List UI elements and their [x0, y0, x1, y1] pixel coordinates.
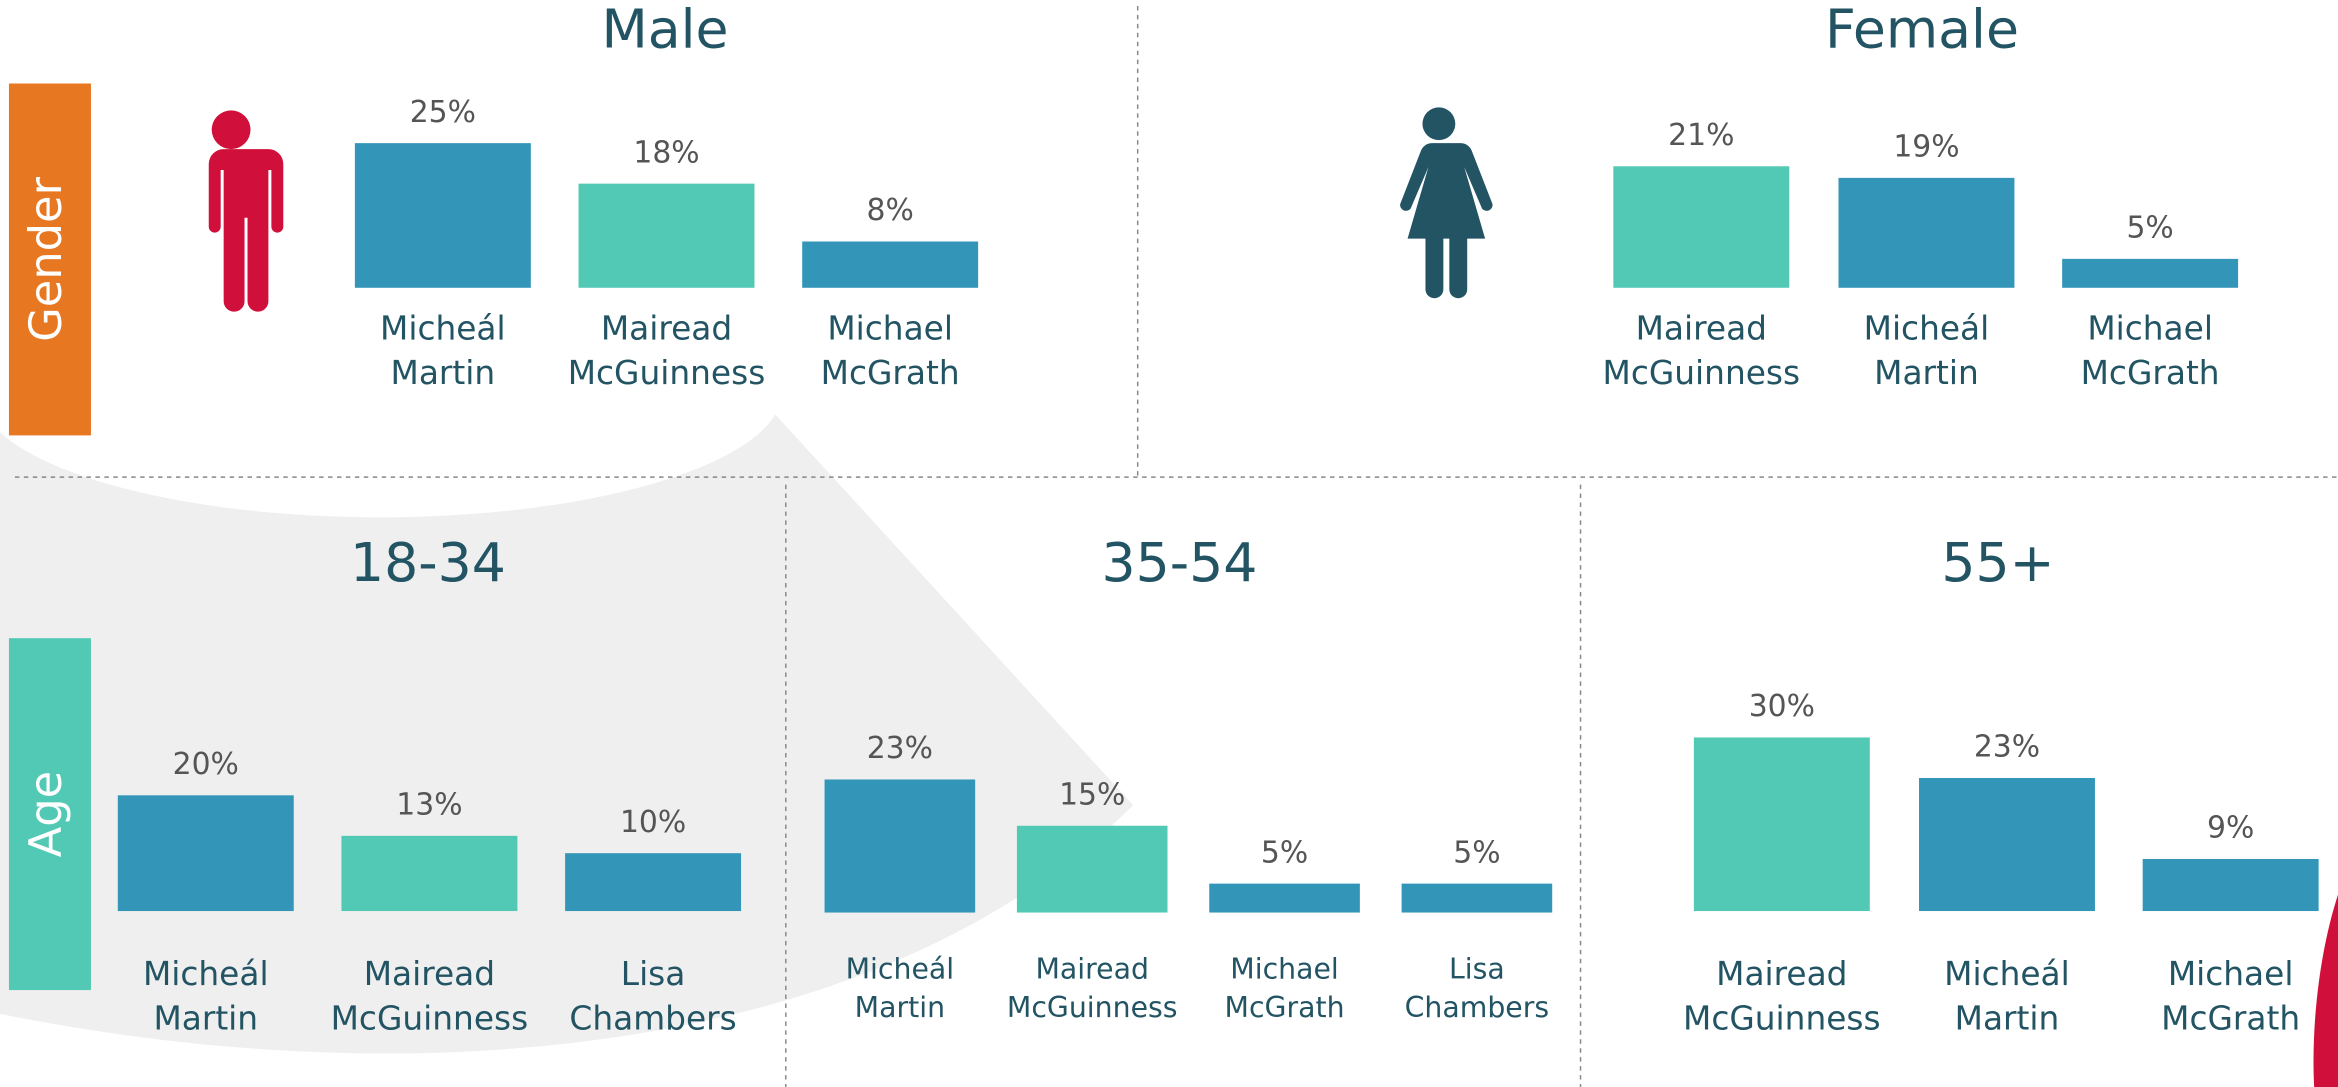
bar [802, 241, 979, 288]
chart-title: 35-54 [1101, 531, 1257, 594]
value-label: 5% [2126, 211, 2173, 246]
bar [2142, 858, 2319, 912]
value-label: 25% [410, 95, 476, 130]
category-label: Mairead McGuinness [1603, 309, 1801, 391]
category-label: Michael McGrath [2081, 309, 2220, 391]
value-label: 9% [2207, 811, 2254, 846]
category-label: Mairead McGuinness [1683, 955, 1881, 1037]
value-label: 30% [1749, 689, 1815, 724]
category-label: Micheál Martin [380, 309, 506, 391]
value-label: 8% [867, 193, 914, 228]
section-label: Age [19, 771, 72, 858]
section-label: Gender [19, 176, 72, 341]
value-label: 5% [1453, 835, 1500, 870]
category-label: Micheál Martin [846, 953, 955, 1024]
bar [1838, 177, 2015, 288]
category-label: Micheál Martin [143, 955, 269, 1037]
category-label: Micheál Martin [1944, 955, 2070, 1037]
section-tab [8, 638, 91, 991]
value-label: 13% [396, 788, 462, 823]
bar [1016, 825, 1168, 913]
chart-title: Female [1825, 0, 2019, 60]
bar [565, 853, 742, 912]
bar [1613, 166, 1790, 288]
chart-title: 55+ [1941, 531, 2054, 594]
bar [578, 183, 755, 288]
bar [354, 143, 531, 288]
category-label: Michael McGrath [1225, 953, 1345, 1024]
male-icon [193, 110, 284, 312]
value-label: 19% [1893, 130, 1959, 165]
value-label: 20% [173, 747, 239, 782]
bar [1919, 777, 2095, 912]
corner-shape [2313, 894, 2338, 1087]
bar [1693, 737, 1870, 912]
value-label: 10% [620, 805, 686, 840]
bar [824, 779, 976, 913]
value-label: 15% [1059, 777, 1125, 812]
category-label: Lisa Chambers [569, 955, 736, 1037]
category-label: Micheál Martin [1864, 309, 1990, 391]
bar [1401, 883, 1553, 913]
value-label: 5% [1261, 835, 1308, 870]
category-label: Michael McGrath [2161, 955, 2300, 1037]
bar [341, 835, 518, 912]
category-label: Lisa Chambers [1405, 953, 1550, 1024]
chart-title: 18-34 [350, 531, 506, 594]
value-label: 23% [867, 731, 933, 766]
category-label: Michael McGrath [821, 309, 960, 391]
section-tab [8, 83, 91, 436]
value-label: 23% [1974, 730, 2040, 765]
female-icon [1400, 107, 1493, 299]
category-label: Mairead McGuinness [1007, 953, 1178, 1024]
bar [1209, 883, 1360, 913]
chart-title: Male [601, 0, 728, 60]
value-label: 18% [633, 135, 699, 170]
value-label: 21% [1668, 118, 1734, 153]
bar [117, 795, 294, 912]
category-label: Mairead McGuinness [568, 309, 766, 391]
category-label: Mairead McGuinness [331, 955, 529, 1037]
bar [2062, 258, 2239, 288]
